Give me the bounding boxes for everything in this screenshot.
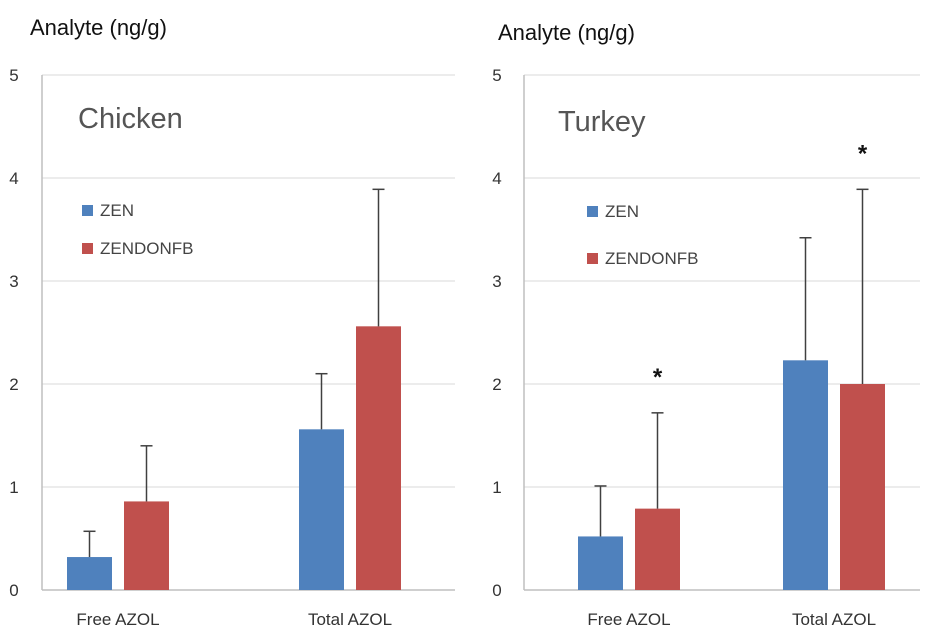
panel-2-y-tick-label: 5 [492,66,501,85]
panel-2-y-tick-label: 2 [492,375,501,394]
panel-2-y-tick-label: 0 [492,581,501,600]
panel-1-x-tick-label: Total AZOL [308,610,392,629]
panel-1-legend-swatch [82,205,93,216]
panel-1-chart-title: Chicken [78,103,183,135]
panel-2-y-axis-label: Analyte (ng/g) [498,20,635,45]
panel-2-bar-zendonfb-total-azol [840,384,885,590]
panel-2-significance-marker: * [858,140,868,167]
panel-2-bar-zendonfb-free-azol [635,508,680,590]
panel-2-legend-label: ZENDONFB [605,249,699,268]
panel-2-bar-zen-total-azol [783,360,828,590]
panel-1-y-tick-label: 0 [9,581,18,600]
panel-1-bar-zendonfb-total-azol [356,326,401,590]
panel-2-bar-zen-free-azol [578,536,623,590]
panel-2-x-tick-label: Total AZOL [792,610,876,629]
panel-1-x-tick-label: Free AZOL [76,610,159,629]
panel-1-legend-swatch [82,243,93,254]
panel-1-y-tick-label: 1 [9,478,18,497]
panel-1-y-axis-label: Analyte (ng/g) [30,15,167,40]
panel-2-legend-swatch [587,253,598,264]
panel-1-legend-label: ZEN [100,201,134,220]
panel-1-legend-label: ZENDONFB [100,239,194,258]
panel-2-significance-marker: * [653,364,663,391]
panel-2-y-tick-label: 1 [492,478,501,497]
panel-2-legend-label: ZEN [605,202,639,221]
panel-1-y-tick-label: 2 [9,375,18,394]
panel-2-legend-swatch [587,206,598,217]
panel-1-bar-zen-free-azol [67,557,112,590]
panel-1-bar-zen-total-azol [299,429,344,590]
panel-2-y-tick-label: 3 [492,272,501,291]
panel-2-x-tick-label: Free AZOL [587,610,670,629]
panel-1-y-tick-label: 3 [9,272,18,291]
panel-1-y-tick-label: 5 [9,66,18,85]
panel-1-bar-zendonfb-free-azol [124,501,169,590]
panel-2-chart-title: Turkey [558,106,646,138]
panel-2-y-tick-label: 4 [492,169,501,188]
panel-1-y-tick-label: 4 [9,169,18,188]
